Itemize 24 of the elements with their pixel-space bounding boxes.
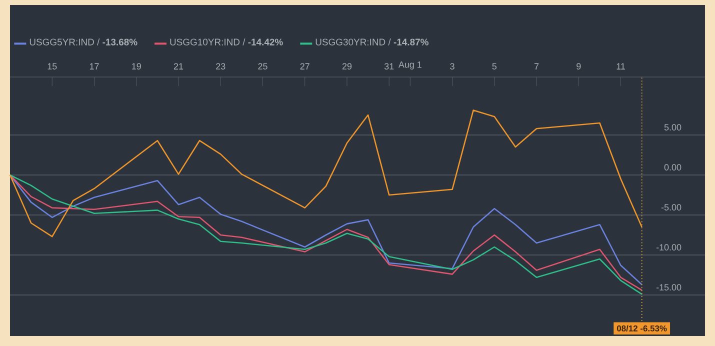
x-tick-label: 3 — [450, 63, 454, 70]
y-tick-label: 5.00 — [664, 124, 682, 130]
x-tick-label: 31 — [384, 63, 394, 70]
x-tick-label: 15 — [48, 63, 57, 70]
y-tick-label: 0.00 — [664, 164, 682, 170]
text: 08/12 -6.53% — [616, 325, 667, 332]
x-tick-label: 19 — [132, 63, 141, 70]
x-tick-label: 5 — [492, 63, 497, 70]
x-tick-label: Aug 1 — [398, 61, 422, 70]
y-tick-label: -15.00 — [656, 284, 682, 290]
legend-label: USGG5YR:IND / -13.68% — [30, 38, 138, 46]
y-tick-label: -10.00 — [656, 244, 682, 250]
x-tick-label: 25 — [258, 63, 268, 70]
y-tick-label: -5.00 — [661, 204, 682, 210]
x-tick-label: 9 — [576, 63, 581, 70]
x-tick-label: 17 — [90, 63, 99, 70]
x-tick-label: 27 — [300, 63, 310, 70]
x-tick-label: 21 — [174, 63, 184, 70]
x-tick-label: 29 — [342, 63, 352, 70]
legend-label: USGG30YR:IND / -14.87% — [316, 38, 428, 46]
x-tick-label: 7 — [534, 63, 539, 70]
legend-label: USGG10YR:IND / -14.42% — [170, 38, 283, 46]
x-tick-label: 11 — [616, 63, 625, 70]
x-tick-label: 23 — [216, 63, 226, 70]
